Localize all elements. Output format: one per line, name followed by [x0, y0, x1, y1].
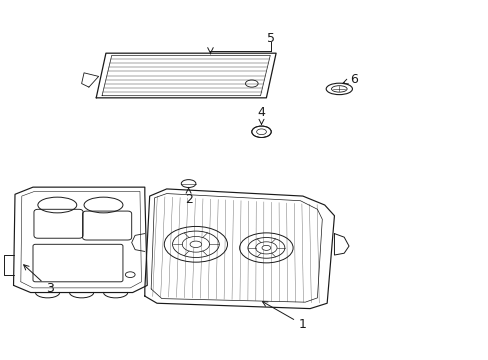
- Text: 2: 2: [184, 188, 192, 206]
- Ellipse shape: [251, 126, 271, 138]
- Text: 1: 1: [262, 302, 306, 331]
- Ellipse shape: [190, 241, 201, 248]
- Ellipse shape: [262, 246, 270, 250]
- Text: 6: 6: [342, 73, 357, 86]
- Text: 5: 5: [267, 32, 275, 45]
- Text: 3: 3: [23, 265, 54, 296]
- Text: 4: 4: [257, 105, 265, 125]
